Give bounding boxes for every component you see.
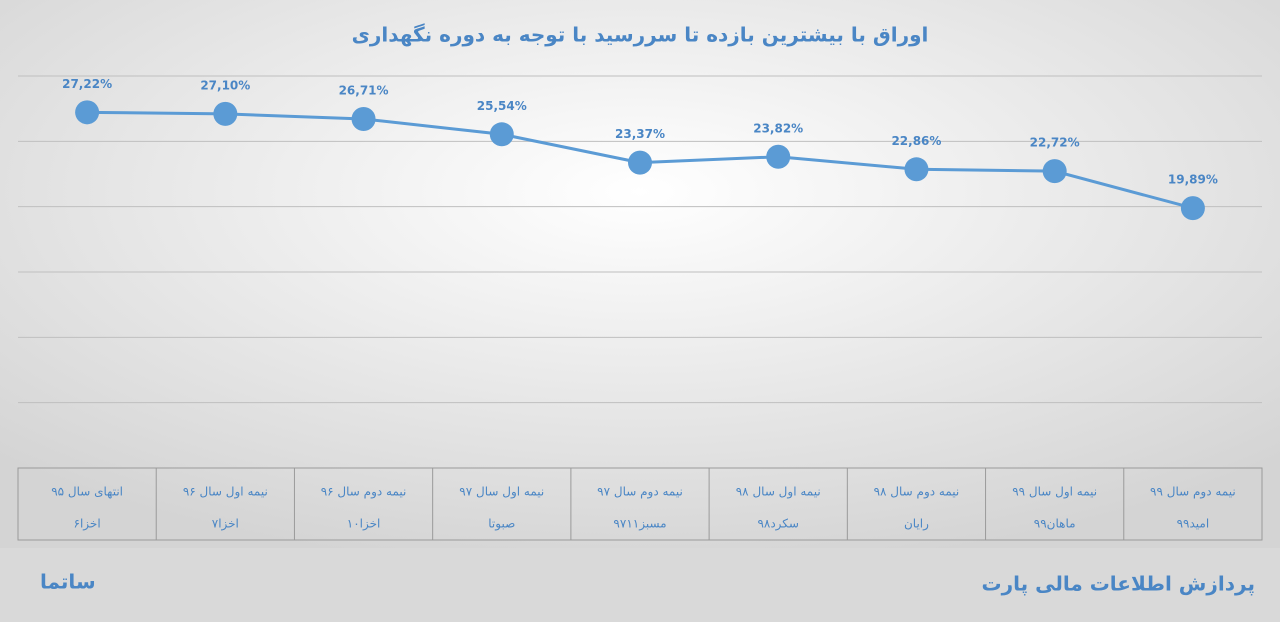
x-tick-sublabel: اخزا۱۰ bbox=[347, 517, 381, 532]
footer-left: ساتما bbox=[40, 570, 96, 594]
data-label: 23,82% bbox=[753, 121, 803, 135]
point bbox=[904, 157, 929, 182]
x-tick-label: نیمه دوم سال ۹۸ bbox=[874, 485, 960, 500]
data-label: 27,22% bbox=[62, 77, 112, 91]
point bbox=[213, 101, 238, 126]
x-tick-label: نیمه اول سال ۹۷ bbox=[459, 485, 544, 500]
data-label: 27,10% bbox=[200, 78, 250, 92]
category-table bbox=[17, 467, 1263, 541]
point bbox=[628, 150, 652, 175]
x-tick-sublabel: مسبز۹۷۱۱ bbox=[613, 517, 666, 532]
x-tick-label: نیمه اول سال ۹۹ bbox=[1012, 485, 1097, 500]
x-tick-sublabel: رایان bbox=[904, 517, 929, 532]
x-tick-label: انتهای سال ۹۵ bbox=[51, 485, 123, 499]
x-tick-label: نیمه اول سال ۹۸ bbox=[736, 485, 821, 500]
point bbox=[1042, 159, 1067, 184]
x-tick-label: نیمه دوم سال ۹۶ bbox=[321, 485, 407, 500]
point bbox=[351, 106, 376, 131]
footer-right: پردازش اطلاعات مالی پارت bbox=[982, 572, 1256, 597]
chart-title: اوراق با بیشترین بازده تا سررسید با توجه… bbox=[352, 23, 929, 47]
x-tick-sublabel: سکرد۹۸ bbox=[757, 517, 799, 532]
x-tick-label: نیمه اول سال ۹۶ bbox=[183, 485, 268, 500]
data-label: 26,71% bbox=[339, 83, 389, 97]
x-tick-sublabel: اخزا۷ bbox=[212, 517, 239, 532]
x-tick-sublabel: اخزا۶ bbox=[74, 517, 101, 532]
data-label: 25,54% bbox=[477, 99, 527, 113]
data-label: 19,89% bbox=[1168, 173, 1218, 187]
data-label: 22,86% bbox=[891, 134, 941, 148]
point bbox=[489, 122, 514, 147]
point bbox=[1180, 196, 1205, 221]
data-label: 23,37% bbox=[615, 127, 665, 141]
plot-background bbox=[0, 0, 1280, 548]
footer-band bbox=[0, 548, 1280, 622]
x-tick-sublabel: امید۹۹ bbox=[1177, 517, 1210, 531]
point bbox=[75, 100, 100, 125]
x-tick-label: نیمه دوم سال ۹۷ bbox=[597, 485, 683, 500]
data-label: 22,72% bbox=[1030, 136, 1080, 150]
point bbox=[766, 144, 791, 169]
x-tick-sublabel: ماهان۹۹ bbox=[1034, 517, 1076, 531]
x-tick-label: نیمه دوم سال ۹۹ bbox=[1150, 485, 1236, 500]
x-tick-sublabel: صبوتا bbox=[488, 517, 515, 532]
